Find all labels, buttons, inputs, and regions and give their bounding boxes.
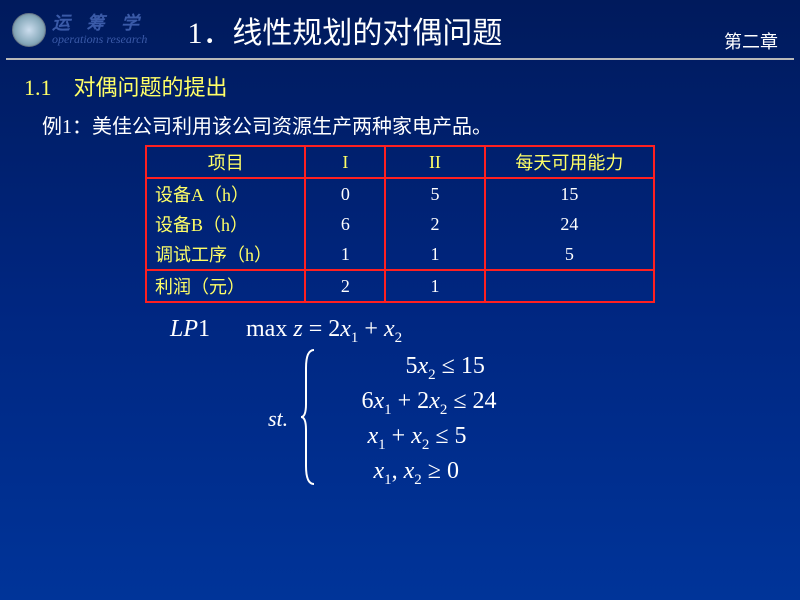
table-cell: 1 xyxy=(385,270,485,302)
var-x2: x xyxy=(384,316,395,342)
logo-block: 运 筹 学 operations research xyxy=(12,13,147,47)
left-brace-icon xyxy=(300,348,318,486)
row-label: 调试工序（h） xyxy=(146,239,305,270)
chapter-label: 第二章 xyxy=(724,28,778,54)
eq-sign: = 2 xyxy=(309,316,341,342)
lp-formulation: LP1 max z = 2x1 + x2 st. 5x2 ≤ 15 6x1 + … xyxy=(150,313,650,490)
logo-text: 运 筹 学 operations research xyxy=(52,14,147,47)
table-row: 利润（元）21 xyxy=(146,270,654,302)
st-label: st. xyxy=(268,406,288,432)
constraint-3: x1 + x2 ≤ 5 xyxy=(343,420,496,455)
slide-header: 运 筹 学 operations research 1．线性规划的对偶问题 第二… xyxy=(0,0,800,56)
var-x1: x xyxy=(340,316,351,342)
obj-z: z xyxy=(293,316,302,342)
lp-label: LP xyxy=(170,316,198,342)
constraint-1: 5x2 ≤ 15 xyxy=(343,350,496,385)
university-logo-icon xyxy=(12,13,46,47)
table-cell: 15 xyxy=(485,178,654,209)
table-cell: 1 xyxy=(385,239,485,270)
table-header: 项目 xyxy=(146,146,305,178)
table-header: II xyxy=(385,146,485,178)
table-cell xyxy=(485,270,654,302)
table-cell: 5 xyxy=(385,178,485,209)
table-row: 调试工序（h）115 xyxy=(146,239,654,270)
example-text: 例1：美佳公司利用该公司资源生产两种家电产品。 xyxy=(42,110,776,139)
logo-en: operations research xyxy=(52,33,147,46)
table-row: 设备B（h）6224 xyxy=(146,209,654,239)
row-label: 设备A（h） xyxy=(146,178,305,209)
resource-table: 项目III每天可用能力设备A（h）0515设备B（h）6224调试工序（h）11… xyxy=(145,145,655,303)
sub2: 2 xyxy=(395,330,403,346)
table-cell: 2 xyxy=(385,209,485,239)
table-cell: 2 xyxy=(305,270,385,302)
table-cell: 5 xyxy=(485,239,654,270)
constraint-4: x1, x2 ≥ 0 xyxy=(343,455,496,490)
row-label: 利润（元） xyxy=(146,270,305,302)
table-cell: 24 xyxy=(485,209,654,239)
sub1: 1 xyxy=(351,330,359,346)
max-label: max xyxy=(246,316,293,342)
page-title: 1．线性规划的对偶问题 xyxy=(187,8,502,52)
lp-number: 1 xyxy=(198,316,210,342)
constraints-block: st. 5x2 ≤ 15 6x1 + 2x2 ≤ 24 x1 + x2 ≤ 5 … xyxy=(150,350,650,490)
plus-sign: + xyxy=(364,316,378,342)
objective-line: LP1 max z = 2x1 + x2 xyxy=(170,313,650,348)
table-row: 设备A（h）0515 xyxy=(146,178,654,209)
table-cell: 6 xyxy=(305,209,385,239)
logo-cn: 运 筹 学 xyxy=(52,14,147,34)
slide-content: 1.1 对偶问题的提出 例1：美佳公司利用该公司资源生产两种家电产品。 项目II… xyxy=(0,60,800,490)
constraint-2: 6x1 + 2x2 ≤ 24 xyxy=(343,385,496,420)
row-label: 设备B（h） xyxy=(146,209,305,239)
table-header: I xyxy=(305,146,385,178)
section-heading: 1.1 对偶问题的提出 xyxy=(24,70,776,102)
constraint-lines: 5x2 ≤ 15 6x1 + 2x2 ≤ 24 x1 + x2 ≤ 5 x1, … xyxy=(343,350,496,490)
table-cell: 1 xyxy=(305,239,385,270)
table-cell: 0 xyxy=(305,178,385,209)
table-header: 每天可用能力 xyxy=(485,146,654,178)
